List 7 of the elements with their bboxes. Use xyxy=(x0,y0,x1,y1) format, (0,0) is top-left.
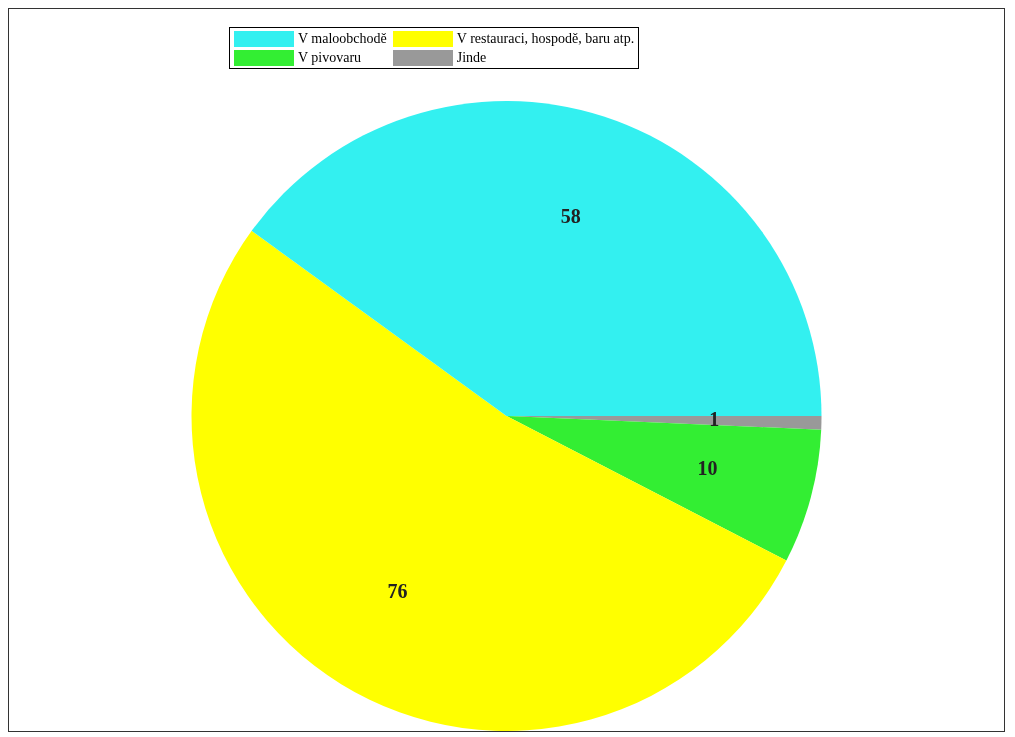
legend-label: V restauraci, hospodě, baru atp. xyxy=(456,30,635,47)
data-label: 10 xyxy=(697,456,718,479)
data-label: 58 xyxy=(560,205,581,228)
legend-label: V pivovaru xyxy=(298,49,362,66)
legend-label: Jinde xyxy=(456,49,487,66)
data-label: 76 xyxy=(387,580,408,603)
legend-label: V maloobchodě xyxy=(298,30,387,47)
